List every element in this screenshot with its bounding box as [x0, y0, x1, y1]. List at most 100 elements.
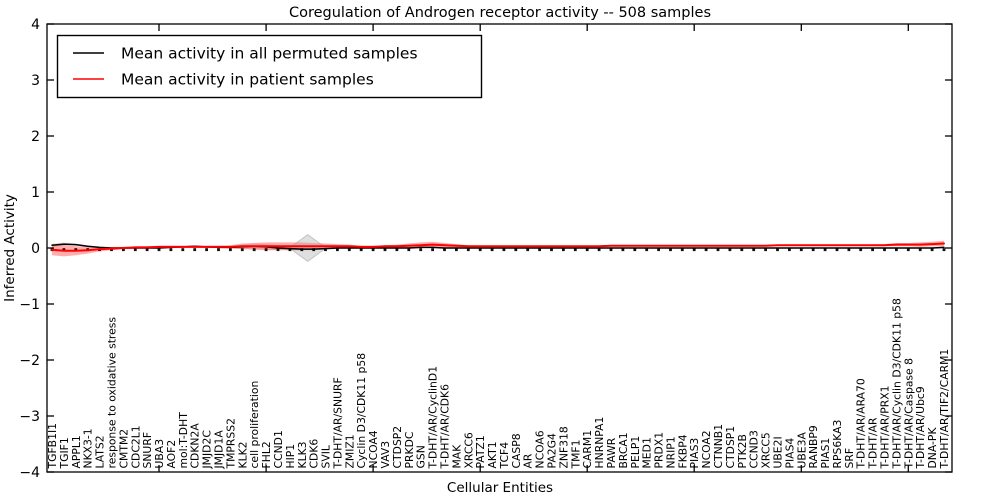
y-tick-label: −3	[19, 409, 40, 425]
x-tick-label: XRCC6	[462, 432, 475, 468]
zero-line-dot	[930, 248, 934, 252]
zero-line-dot	[110, 248, 113, 252]
x-tick-label: TGFB1I1	[46, 423, 59, 470]
zero-line-dot	[823, 248, 827, 252]
zero-line-dot	[633, 248, 637, 252]
x-tick-label: CCND1	[272, 430, 285, 468]
zero-line-dot	[847, 248, 851, 252]
zero-line-dot	[122, 248, 125, 252]
x-tick-label: CMTM2	[117, 429, 130, 469]
x-tick-label: ZNF318	[557, 426, 570, 468]
x-tick-label: CASP8	[510, 433, 523, 468]
x-tick-label: T-DHT/AR/ARA70	[855, 378, 868, 469]
zero-line-dot	[764, 248, 767, 252]
x-axis-label: Cellular Entities	[447, 480, 553, 496]
zero-line-dot	[895, 248, 898, 252]
zero-line-dot	[538, 248, 541, 252]
zero-line-dot	[276, 248, 280, 252]
x-tick-label: KLK3	[296, 441, 309, 468]
zero-line-dot	[918, 248, 922, 252]
legend-label-patient-samples: Mean activity in patient samples	[121, 71, 374, 89]
y-tick-label: 0	[31, 241, 40, 257]
y-tick-label: −2	[19, 353, 40, 369]
x-tick-label: JMJD2C	[201, 430, 214, 469]
zero-line-dot	[871, 248, 874, 252]
x-tick-label: Cyclin D3/CDK11 p58	[355, 353, 368, 469]
zero-line-dot	[252, 248, 256, 252]
zero-line-dot	[443, 248, 446, 252]
zero-line-dot	[550, 248, 553, 252]
x-tick-label: MED1	[641, 437, 654, 468]
zero-line-dot	[859, 248, 863, 252]
zero-line-dot	[752, 248, 756, 252]
zero-line-dot	[573, 248, 577, 252]
x-tick-label: T-DHT/AR/TIF2/CARM1	[938, 349, 951, 470]
x-tick-label: DNA-PK	[926, 427, 939, 469]
zero-line-dot	[906, 248, 910, 252]
patient-mean-line	[51, 242, 945, 252]
x-tick-label: PTK2B	[736, 434, 749, 468]
zero-line-dot	[704, 248, 708, 252]
zero-line-dot	[657, 248, 660, 252]
zero-line-dot	[788, 248, 791, 252]
y-tick-label: −1	[19, 297, 40, 313]
x-tick-label: JMJD1A	[213, 430, 226, 470]
x-tick-label: HNRNPA1	[593, 417, 606, 469]
zero-line-dot	[240, 248, 244, 252]
zero-line-dot	[133, 248, 137, 252]
zero-line-dot	[145, 248, 149, 252]
x-tick-label: UBA3	[153, 439, 166, 469]
x-tick-label: CDK6	[308, 439, 321, 469]
x-tick-label: cell proliferation	[248, 381, 261, 469]
patient-uncertainty-band	[52, 240, 944, 257]
zero-line-dot	[621, 248, 625, 252]
zero-line-dot	[669, 248, 672, 252]
zero-line-dot	[692, 248, 696, 252]
zero-line-dot	[883, 248, 886, 252]
x-tick-label: T-DHT/AR	[867, 417, 880, 470]
x-tick-label: CCND3	[748, 430, 761, 468]
x-tick-label: T-DHT/AR/SNURF	[331, 377, 344, 469]
y-tick-label: 3	[31, 73, 40, 89]
x-tick-label: CTDSP1	[724, 426, 737, 469]
zero-line-dot	[157, 248, 161, 252]
zero-line-dot	[514, 248, 518, 252]
x-tick-label: PELP1	[629, 436, 642, 469]
x-tick-label: NCOA4	[367, 430, 380, 468]
zero-line-dot	[371, 248, 375, 252]
x-tick-label: T-DHT/AR/Cyclin D3/CDK11 p58	[890, 298, 903, 469]
zero-line-dot	[407, 248, 411, 252]
x-tick-label: NKX3-1	[82, 428, 95, 468]
x-tick-label: SVIL	[320, 445, 333, 468]
zero-line-dot	[288, 248, 292, 252]
zero-line-dot	[347, 248, 351, 252]
plot-area: 4 3 2 1 0 −1 −2 −3 −4 TGFB1I1TGIF1APPL1NKX3-1LATS…	[19, 17, 953, 481]
x-tick-label: PAWR	[605, 437, 618, 468]
zero-line-dot	[728, 248, 732, 252]
x-tick-label: ZMIZ1	[343, 434, 356, 468]
zero-line-dot	[609, 248, 613, 252]
zero-line-dot	[645, 248, 649, 252]
x-tick-label: TGIF1	[58, 437, 71, 469]
y-tick-label: −4	[19, 465, 40, 481]
zero-line-dot	[383, 248, 387, 252]
zero-line-dot	[62, 248, 66, 252]
x-tick-label: NCOA2	[700, 430, 713, 468]
x-tick-label: AR	[522, 453, 535, 468]
legend-label-permuted-samples: Mean activity in all permuted samples	[121, 45, 418, 63]
zero-line-dot	[205, 248, 208, 252]
x-tick-label: CDC2L1	[129, 425, 142, 468]
zero-line-dot	[799, 248, 803, 252]
zero-line-dot	[526, 248, 530, 252]
x-tick-label: FHL2	[260, 441, 273, 468]
zero-line-dot	[169, 248, 173, 252]
zero-line-dot	[193, 248, 197, 252]
x-tick-label: CDKN2A	[189, 423, 202, 469]
x-tick-label: CTNNB1	[712, 424, 725, 469]
zero-line-dot	[181, 248, 185, 252]
zero-line-dot	[585, 248, 589, 252]
zero-line-dot	[597, 248, 601, 252]
zero-line-dot	[811, 248, 815, 252]
